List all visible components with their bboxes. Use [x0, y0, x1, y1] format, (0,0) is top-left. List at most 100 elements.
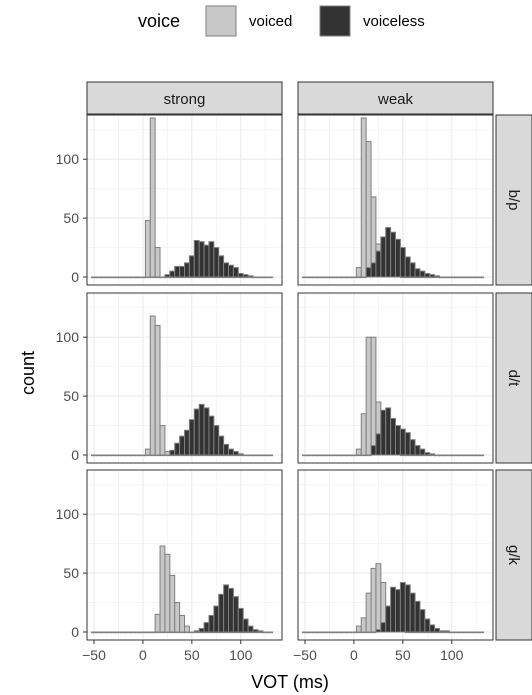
voiceless-bar — [434, 275, 441, 278]
voiceless-bar — [306, 276, 313, 279]
panel-background — [87, 115, 282, 285]
voiceless-bar — [188, 631, 195, 634]
voiced-bar — [164, 553, 171, 633]
voiceless-bar — [110, 631, 117, 634]
voiceless-bar — [149, 276, 156, 279]
voiceless-bar — [316, 276, 323, 279]
voiced-bar — [164, 450, 171, 456]
voiceless-bar — [262, 276, 269, 279]
voiceless-bar — [267, 276, 274, 279]
voiceless-bar — [91, 631, 97, 634]
voiced-bar — [154, 613, 161, 633]
voiceless-bar — [395, 238, 401, 278]
voiceless-bar — [193, 408, 200, 456]
voiceless-bar — [169, 449, 176, 456]
voiceless-bar — [395, 589, 401, 633]
row-strip-g-k — [495, 469, 532, 641]
voiceless-bar — [370, 445, 377, 456]
voiceless-bar — [370, 262, 377, 278]
voiced-bar — [360, 617, 367, 633]
x-tick-label: 50 — [184, 647, 200, 663]
voiceless-bar — [409, 439, 416, 456]
panel-border — [297, 114, 494, 286]
voiceless-bar — [228, 448, 234, 456]
voiceless-bar — [439, 630, 445, 633]
voiceless-bar — [95, 276, 102, 279]
voiced-bar — [360, 117, 367, 278]
voiceless-bar — [448, 276, 455, 279]
voiceless-bar — [468, 454, 475, 457]
voiceless-bar — [174, 631, 181, 634]
voiced-bar — [365, 336, 372, 456]
voiceless-bar — [350, 276, 357, 279]
voiceless-bar — [429, 453, 436, 456]
voiceless-bar — [311, 276, 318, 279]
voiceless-bar — [346, 454, 352, 457]
voiceless-bar — [252, 454, 259, 457]
voiceless-bar — [174, 442, 181, 456]
y-tick-label: 50 — [63, 565, 79, 581]
voiceless-bar — [355, 276, 362, 279]
voiceless-bar — [184, 631, 190, 634]
y-tick-label: 50 — [63, 210, 79, 226]
row-strip-label-d-t: d/t — [505, 370, 522, 388]
x-tick-label: 0 — [350, 647, 358, 663]
voiceless-bar — [390, 417, 396, 456]
voiceless-bar — [208, 241, 215, 278]
voiceless-bar — [135, 454, 141, 457]
voiceless-bar — [331, 631, 338, 634]
voiceless-bar — [404, 584, 411, 633]
voiceless-bar — [203, 244, 210, 278]
voiceless-bar — [154, 454, 161, 457]
panel-background — [87, 470, 282, 640]
voiceless-bar — [306, 454, 313, 457]
voiced-bar — [360, 413, 367, 456]
voiceless-bar — [218, 435, 225, 456]
voiceless-bar — [409, 592, 416, 633]
voiceless-bar — [326, 276, 333, 279]
voiceless-bar — [453, 631, 460, 634]
voiced-bar — [184, 625, 190, 633]
voiceless-bar — [130, 454, 137, 457]
voiceless-bar — [331, 276, 338, 279]
voiceless-bar — [404, 256, 411, 278]
voiceless-bar — [360, 276, 367, 279]
voiceless-bar — [399, 247, 406, 278]
voiceless-bar — [473, 631, 480, 634]
voiceless-bar — [237, 607, 244, 633]
facet-grid: strong weakb/pd/tg/k050100050100050100−50… — [56, 81, 532, 663]
voiceless-bar — [135, 276, 141, 279]
voiceless-bar — [306, 631, 313, 634]
voiceless-bar — [336, 454, 343, 457]
voiceless-bar — [385, 227, 392, 278]
voiceless-bar — [232, 450, 239, 456]
voiceless-bar — [463, 454, 470, 457]
voiceless-bar — [414, 268, 421, 278]
voiceless-bar — [120, 454, 127, 457]
voiceless-bar — [404, 432, 411, 456]
voiceless-bar — [164, 454, 171, 457]
voiceless-bar — [144, 276, 151, 279]
voiceless-bar — [179, 631, 186, 634]
column-strip-strong — [86, 81, 283, 115]
voiceless-bar — [360, 454, 367, 457]
voiceless-bar — [346, 276, 352, 279]
voiceless-bar — [365, 631, 372, 634]
voiceless-bar — [419, 270, 426, 278]
voiceless-bar — [419, 609, 426, 633]
x-tick-label: 50 — [395, 647, 411, 663]
voiceless-bar — [448, 631, 455, 634]
voiceless-bar — [242, 618, 249, 633]
legend-label-voiceless: voiceless — [363, 13, 425, 30]
voiceless-bar — [316, 631, 323, 634]
voiceless-bar — [139, 276, 146, 279]
voiceless-bar — [424, 272, 431, 278]
voiceless-bar — [390, 231, 396, 278]
x-tick-label: −50 — [82, 647, 106, 663]
voiceless-bar — [453, 276, 460, 279]
voiceless-bar — [247, 275, 254, 278]
voiceless-bar — [154, 631, 161, 634]
voiced-bar — [144, 219, 151, 278]
